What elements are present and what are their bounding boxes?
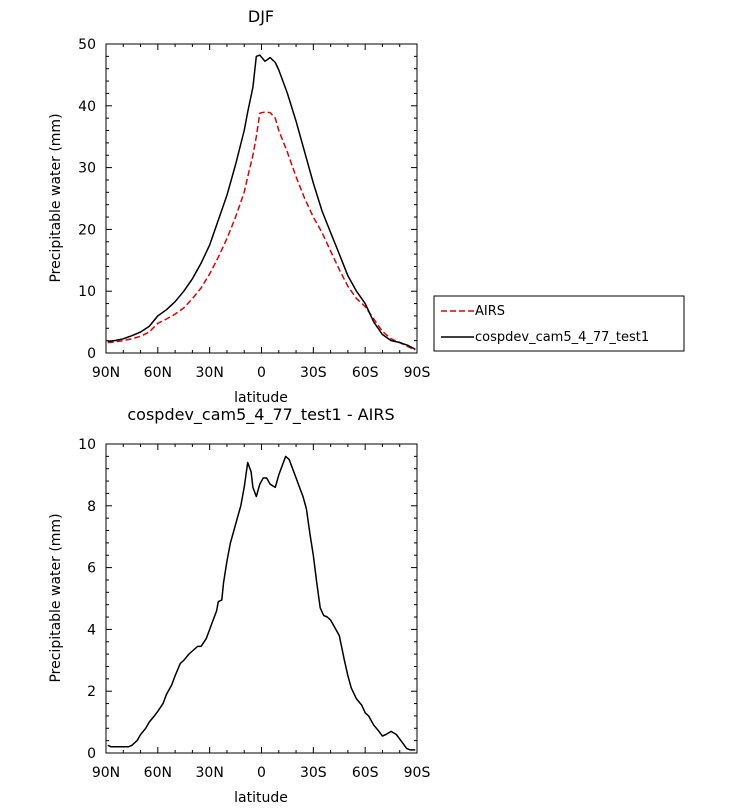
x-axis: 90N 60N 30N 0 30S 60S 90S <box>92 44 431 381</box>
x-tick-label: 60S <box>352 765 379 781</box>
x-tick-label: 30S <box>300 365 327 381</box>
y-tick-label: 40 <box>78 99 96 115</box>
y-tick-label: 0 <box>87 746 96 762</box>
y-tick-label: 8 <box>87 499 96 515</box>
legend-label-airs: AIRS <box>475 304 505 319</box>
y-tick-label: 20 <box>78 222 96 238</box>
x-tick-label: 60N <box>144 365 172 381</box>
legend-label-model: cospdev_cam5_4_77_test1 <box>475 330 649 345</box>
x-tick-label: 90S <box>404 365 431 381</box>
x-tick-label: 90S <box>404 765 431 781</box>
plot-frame <box>105 43 418 354</box>
y-axis-label: Precipitable water (mm) <box>48 513 64 682</box>
x-axis-label: latitude <box>234 390 288 406</box>
chart-difference: cospdev_cam5_4_77_test1 - AIRS 90N 60N 30N… <box>48 405 430 806</box>
legend-box <box>433 295 685 352</box>
x-tick-label: 0 <box>257 365 266 381</box>
x-tick-label: 0 <box>257 765 266 781</box>
chart-djf: DJF 90N 60N 30N 0 30S 60S 90S 0 10 20 30 40 50 lati… <box>48 7 430 406</box>
plot-frame <box>105 443 418 754</box>
series-layer <box>107 455 416 751</box>
x-tick-label: 90N <box>92 365 120 381</box>
series-line-cospdev-cam5-4-77-test1 <box>107 54 416 350</box>
y-tick-label: 2 <box>87 684 96 700</box>
chart-title: cospdev_cam5_4_77_test1 - AIRS <box>127 405 394 425</box>
x-tick-label: 90N <box>92 765 120 781</box>
y-axis: 0 2 4 6 8 10 <box>78 437 417 762</box>
y-tick-label: 30 <box>78 161 96 177</box>
series-layer <box>107 54 416 351</box>
y-tick-label: 10 <box>78 437 96 453</box>
y-tick-label: 10 <box>78 284 96 300</box>
x-tick-label: 60N <box>144 765 172 781</box>
y-axis-label: Precipitable water (mm) <box>48 113 64 282</box>
x-tick-label: 60S <box>352 365 379 381</box>
x-axis-label: latitude <box>234 790 288 806</box>
x-tick-label: 30N <box>196 765 224 781</box>
x-tick-label: 30S <box>300 765 327 781</box>
y-tick-label: 0 <box>87 346 96 362</box>
x-axis: 90N 60N 30N 0 30S 60S 90S <box>92 444 431 781</box>
legend: AIRS cospdev_cam5_4_77_test1 <box>433 295 685 352</box>
series-line-airs <box>107 111 416 351</box>
y-axis: 0 10 20 30 40 50 <box>78 37 417 362</box>
y-tick-label: 50 <box>78 37 96 53</box>
chart-title: DJF <box>248 7 274 26</box>
y-tick-label: 4 <box>87 622 96 638</box>
series-line-difference <box>107 455 416 751</box>
x-tick-label: 30N <box>196 365 224 381</box>
y-tick-label: 6 <box>87 561 96 577</box>
